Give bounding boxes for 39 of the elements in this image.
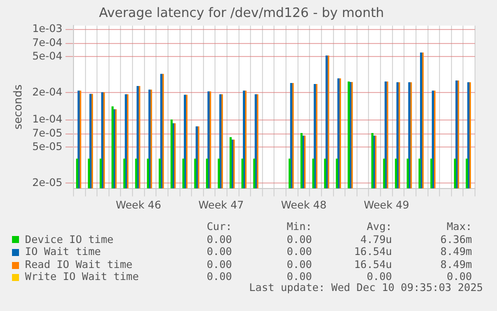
- text: 4.79u: [359, 234, 392, 246]
- legend-label: IO Wait time: [24, 246, 102, 259]
- text: 6.36m: [439, 234, 472, 246]
- text: 0.00: [286, 234, 312, 246]
- y-tick-label: 1e-03: [32, 23, 62, 36]
- text: 0.00: [206, 234, 232, 246]
- y-tick-label: 5e-04: [32, 50, 63, 62]
- text: 0.00: [206, 246, 232, 259]
- x-tick-label: Week 47: [198, 199, 244, 212]
- text: 0.00: [446, 271, 472, 284]
- text: 0.00: [286, 271, 312, 284]
- text: 8.49m: [439, 246, 472, 259]
- text: 16.54u: [353, 258, 392, 272]
- text: Max:: [446, 221, 472, 234]
- text: 8.49m: [439, 258, 472, 272]
- y-axis-title: seconds: [11, 84, 24, 130]
- text: 0.00: [206, 258, 232, 272]
- y-tick-label: 2e-04: [32, 86, 63, 98]
- y-tick-label: 1e-04: [32, 114, 63, 126]
- text: 0.00: [366, 271, 392, 284]
- x-tick-label: Week 46: [116, 199, 162, 212]
- legend-label: Read IO Wait time: [24, 258, 134, 272]
- legend-label: Write IO Wait time: [24, 271, 140, 284]
- text: Last update: Wed Dec 10 09:35:03 2025: [249, 282, 483, 294]
- y-tick-label: 7e-05: [32, 128, 62, 140]
- x-tick-label: Week 48: [281, 199, 326, 212]
- x-tick-label: Week 49: [364, 199, 410, 212]
- y-tick-label: 2e-05: [32, 176, 62, 189]
- y-tick-label: 5e-05: [32, 140, 62, 153]
- text: 0.00: [286, 258, 312, 272]
- text: 0.00: [286, 246, 312, 259]
- chart-title: Average latency for /dev/md126 - by month: [98, 6, 384, 22]
- text: 16.54u: [353, 246, 392, 259]
- legend-label: Device IO time: [24, 234, 115, 246]
- text: Cur:: [206, 221, 232, 234]
- y-tick-label: 7e-04: [32, 37, 63, 50]
- text: 0.00: [206, 271, 232, 284]
- text: Avg:: [366, 221, 392, 234]
- text: Min:: [286, 221, 312, 234]
